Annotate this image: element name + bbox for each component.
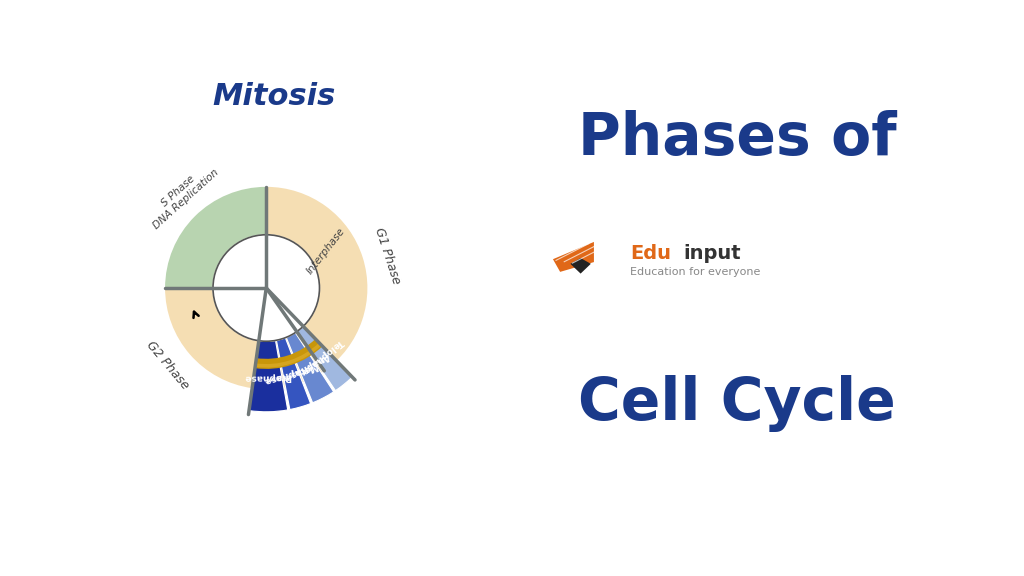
- Wedge shape: [310, 343, 322, 353]
- Text: Telophase: Telophase: [299, 338, 344, 376]
- Text: G2 Phase: G2 Phase: [143, 338, 191, 392]
- Text: Metaphase: Metaphase: [262, 361, 318, 385]
- Text: Anaphase: Anaphase: [283, 351, 332, 382]
- Wedge shape: [252, 332, 325, 389]
- Text: Cell Cycle: Cell Cycle: [579, 375, 896, 431]
- Wedge shape: [307, 339, 323, 354]
- Wedge shape: [249, 340, 288, 412]
- Wedge shape: [286, 333, 334, 403]
- Polygon shape: [553, 242, 594, 272]
- Wedge shape: [276, 338, 310, 410]
- Polygon shape: [570, 258, 591, 274]
- Text: S Phase
DNA Replication: S Phase DNA Replication: [144, 159, 221, 231]
- Text: input: input: [683, 244, 740, 263]
- Text: Phases of: Phases of: [578, 110, 897, 166]
- Wedge shape: [165, 187, 266, 288]
- Text: Education for everyone: Education for everyone: [630, 267, 760, 277]
- Text: Mitosis: Mitosis: [213, 82, 336, 111]
- Wedge shape: [306, 339, 316, 348]
- Circle shape: [213, 235, 319, 341]
- Wedge shape: [312, 345, 323, 355]
- Wedge shape: [165, 288, 259, 388]
- Text: G1 Phase: G1 Phase: [372, 226, 402, 286]
- Wedge shape: [255, 343, 322, 367]
- Text: Edu: Edu: [630, 244, 671, 263]
- Text: Prophase: Prophase: [244, 372, 292, 381]
- Wedge shape: [266, 187, 368, 371]
- Text: Interphase: Interphase: [305, 226, 347, 276]
- Wedge shape: [296, 326, 352, 391]
- Wedge shape: [255, 339, 323, 369]
- Wedge shape: [306, 338, 324, 356]
